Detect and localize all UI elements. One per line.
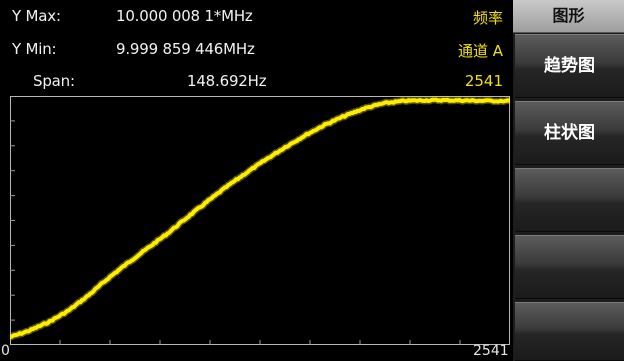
x-axis-max-label: 2541 — [473, 343, 509, 359]
span-value: 148.692Hz — [187, 72, 267, 90]
softkey-4-button[interactable] — [515, 235, 624, 299]
trend-plot — [10, 96, 510, 345]
softkey-3-button[interactable] — [515, 168, 624, 232]
ymax-label: Y Max: — [12, 7, 61, 25]
menu-title: 图形 — [513, 0, 624, 33]
span-label: Span: — [33, 72, 75, 90]
softkey-panel: 图形 趋势图 柱状图 — [513, 0, 624, 361]
tick-marks — [10, 120, 461, 345]
sample-count: 2541 — [464, 72, 503, 90]
histogram-button[interactable]: 柱状图 — [515, 101, 624, 165]
ymin-label: Y Min: — [12, 40, 57, 58]
softkey-5-button[interactable] — [515, 302, 624, 361]
x-axis-min-label: 0 — [1, 343, 10, 359]
channel-label: 通道 A — [457, 42, 503, 60]
readout-header: Y Max: 10.000 008 1*MHz 频率 Y Min: 9.999 … — [0, 0, 513, 96]
ymin-value: 9.999 859 446MHz — [116, 40, 255, 58]
measurement-label: 频率 — [472, 9, 503, 27]
trend-trace-glow — [10, 96, 510, 341]
trend-chart-button[interactable]: 趋势图 — [515, 34, 624, 98]
trend-trace — [10, 97, 510, 340]
ymax-value: 10.000 008 1*MHz — [116, 7, 253, 25]
plot-frame — [10, 96, 510, 345]
